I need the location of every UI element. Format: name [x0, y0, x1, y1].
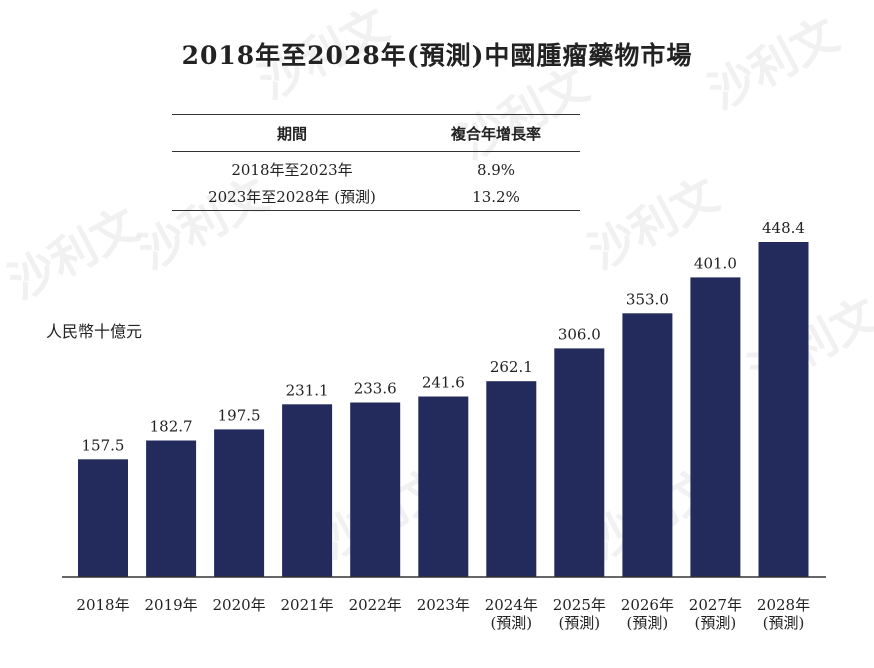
x-tick-label: 2020年 [213, 596, 266, 614]
bar [622, 313, 673, 577]
x-tick-label: 2023年 [417, 596, 470, 614]
x-tick-label: 2022年 [349, 596, 402, 614]
cagr-period-cell: 2018年至2023年 [231, 161, 353, 179]
bar-value-label: 182.7 [150, 418, 193, 436]
x-tick-label: 2021年 [281, 596, 334, 614]
x-tick-label: 2028年 [757, 596, 810, 614]
x-tick-forecast-label: (預測) [490, 614, 532, 632]
cagr-table-row: 2023年至2028年 (預測) 13.2% [172, 183, 580, 211]
bar-value-label: 262.1 [490, 358, 533, 376]
cagr-period-cell: 2023年至2028年 (預測) [172, 183, 412, 211]
x-tick-forecast-label: (預測) [627, 614, 669, 632]
bar-value-label: 197.5 [218, 406, 261, 424]
cagr-header-rate: 複合年增長率 [412, 114, 580, 152]
x-tick-label: 2024年 [485, 596, 538, 614]
bar [418, 396, 469, 577]
x-tick-label: 2026年 [621, 596, 674, 614]
x-tick-forecast-label: (預測) [763, 614, 805, 632]
bar [554, 348, 605, 577]
cagr-table: 期間 複合年增長率 2018年至2023年 8.9% 2023年至2028年 (… [172, 114, 580, 211]
bar-value-label: 448.4 [762, 219, 805, 237]
cagr-table-header-row: 期間 複合年增長率 [172, 114, 580, 152]
bar-value-label: 157.5 [82, 436, 125, 454]
bar [350, 402, 401, 577]
bar [214, 429, 265, 577]
cagr-header-period: 期間 [172, 114, 412, 152]
x-tick-label: 2025年 [553, 596, 606, 614]
bar [282, 404, 333, 577]
x-tick-forecast-label: (預測) [558, 614, 600, 632]
bar-value-label: 233.6 [354, 380, 397, 398]
bar [758, 242, 809, 577]
x-tick-label: 2019年 [145, 596, 198, 614]
cagr-value-cell: 8.9% [476, 160, 516, 179]
bar [78, 459, 128, 577]
bar-value-label: 306.0 [558, 325, 601, 343]
bar-value-label: 401.0 [694, 254, 737, 272]
x-tick-forecast-label: (預測) [695, 614, 737, 632]
bar [690, 277, 741, 577]
x-tick-label: 2027年 [689, 596, 742, 614]
x-tick-label: 2018年 [76, 596, 129, 614]
bar [486, 381, 537, 577]
y-axis-unit-label: 人民幣十億元 [46, 322, 143, 341]
bar [146, 440, 197, 577]
bar-value-label: 353.0 [626, 290, 669, 308]
cagr-table-row: 2018年至2023年 8.9% [172, 152, 580, 184]
cagr-value-cell: 13.2% [412, 183, 580, 211]
chart-title: 2018年至2028年(預測)中國腫瘤藥物市場 [181, 41, 693, 70]
bar-value-label: 241.6 [422, 374, 465, 392]
bar-value-label: 231.1 [286, 381, 329, 399]
